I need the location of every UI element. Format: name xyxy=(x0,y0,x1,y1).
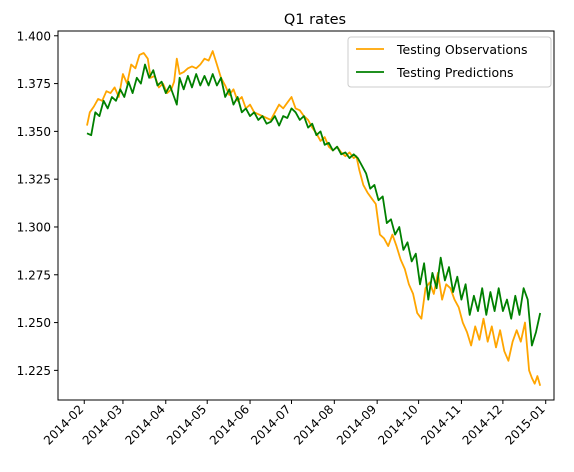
plot-area xyxy=(86,50,542,386)
series-line-testing-predictions xyxy=(86,63,542,347)
x-tick-label: 2015-01 xyxy=(502,402,547,447)
x-tick-label: 2014-02 xyxy=(41,402,86,447)
legend-label-testing-predictions: Testing Predictions xyxy=(396,65,514,80)
y-tick-label: 1.300 xyxy=(17,220,51,234)
x-tick-label: 2014-04 xyxy=(123,402,168,447)
x-tick-label: 2014-12 xyxy=(460,402,505,447)
y-tick-label: 1.350 xyxy=(17,125,51,139)
y-tick-label: 1.400 xyxy=(17,29,51,43)
y-tick-label: 1.250 xyxy=(17,316,51,330)
x-tick-label: 2014-06 xyxy=(207,402,252,447)
x-tick-label: 2014-11 xyxy=(418,402,463,447)
legend-label-testing-observations: Testing Observations xyxy=(396,42,528,57)
x-tick-label: 2014-08 xyxy=(291,402,336,447)
x-tick-label: 2014-07 xyxy=(248,402,293,447)
x-tick-label: 2014-10 xyxy=(375,402,420,447)
x-tick-label: 2014-05 xyxy=(164,402,209,447)
y-tick-label: 1.275 xyxy=(17,268,51,282)
x-tick-label: 2014-09 xyxy=(334,402,379,447)
legend: Testing Observations Testing Predictions xyxy=(347,36,552,88)
y-tick-label: 1.225 xyxy=(17,364,51,378)
y-tick-label: 1.375 xyxy=(17,77,51,91)
chart-title: Q1 rates xyxy=(284,12,346,28)
legend-box xyxy=(347,36,552,88)
axes-frame xyxy=(57,30,555,401)
axes: 1.225 1.250 1.275 1.300 1.325 1.350 1.375 1.400… xyxy=(17,29,555,448)
series-line-testing-observations xyxy=(86,50,542,386)
x-tick-label: 2014-03 xyxy=(80,402,125,447)
y-tick-label: 1.325 xyxy=(17,173,51,187)
